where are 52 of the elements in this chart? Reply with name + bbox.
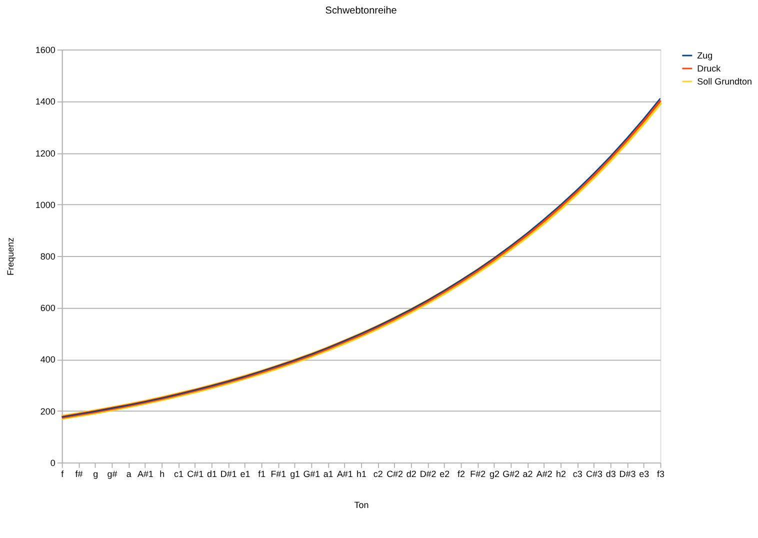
legend-label: Druck bbox=[697, 63, 722, 74]
x-axis-title: Ton bbox=[354, 500, 369, 510]
x-tick-label: D#2 bbox=[420, 468, 436, 479]
x-tick-label: D#3 bbox=[619, 468, 636, 479]
legend-label: Zug bbox=[697, 50, 713, 61]
x-tick-label: f bbox=[61, 468, 64, 479]
x-tick-label: d3 bbox=[606, 468, 616, 479]
x-tick-label: C#1 bbox=[187, 468, 204, 479]
x-tick-label: c1 bbox=[174, 468, 184, 479]
x-tick-label: f1 bbox=[258, 468, 266, 479]
x-tick-label: e3 bbox=[639, 468, 650, 479]
x-tick-label: D#1 bbox=[220, 468, 237, 479]
y-tick-label: 1600 bbox=[35, 45, 56, 56]
x-tick-label: G#2 bbox=[502, 468, 520, 479]
y-tick-label: 1000 bbox=[35, 200, 56, 210]
x-tick-label: g2 bbox=[490, 468, 500, 479]
x-tick-label: f3 bbox=[657, 468, 665, 479]
y-tick-label: 600 bbox=[40, 303, 56, 314]
x-tick-label: A#1 bbox=[336, 468, 353, 479]
y-axis-title: Frequenz bbox=[5, 237, 16, 276]
x-tick-label: d1 bbox=[206, 468, 217, 479]
x-tick-label: g# bbox=[107, 468, 118, 479]
y-tick-label: 200 bbox=[40, 406, 56, 416]
x-tick-label: d2 bbox=[406, 468, 416, 479]
x-tick-label: a1 bbox=[323, 468, 334, 479]
x-tick-label: G#1 bbox=[303, 468, 320, 479]
x-tick-label: g1 bbox=[290, 468, 300, 479]
x-tick-label: c2 bbox=[373, 468, 383, 479]
y-tick-label: 1200 bbox=[35, 148, 56, 158]
x-tick-label: h1 bbox=[356, 468, 367, 479]
x-tick-label: c3 bbox=[572, 468, 582, 479]
x-tick-label: F#1 bbox=[270, 468, 286, 479]
legend-label: Soll Grundton bbox=[697, 76, 752, 86]
x-tick-label: A#2 bbox=[536, 468, 552, 479]
x-tick-label: h bbox=[160, 468, 165, 479]
x-tick-label: F#2 bbox=[470, 468, 486, 479]
y-tick-label: 800 bbox=[40, 251, 56, 262]
x-tick-label: f2 bbox=[458, 468, 466, 479]
x-tick-label: a2 bbox=[522, 468, 533, 479]
y-tick-label: 400 bbox=[40, 354, 56, 365]
x-tick-label: A#1 bbox=[137, 468, 154, 479]
x-tick-label: C#3 bbox=[586, 468, 603, 479]
x-tick-label: e2 bbox=[440, 468, 450, 479]
x-tick-label: g bbox=[93, 468, 98, 479]
x-tick-label: h2 bbox=[556, 468, 566, 479]
x-tick-label: C#2 bbox=[386, 468, 404, 479]
y-tick-label: 0 bbox=[50, 458, 56, 468]
chart-title: Schwebtonreihe bbox=[325, 6, 398, 17]
y-tick-label: 1400 bbox=[35, 96, 56, 107]
x-tick-label: a bbox=[126, 468, 132, 479]
x-tick-label: f# bbox=[75, 468, 83, 479]
x-tick-label: e1 bbox=[240, 468, 250, 479]
